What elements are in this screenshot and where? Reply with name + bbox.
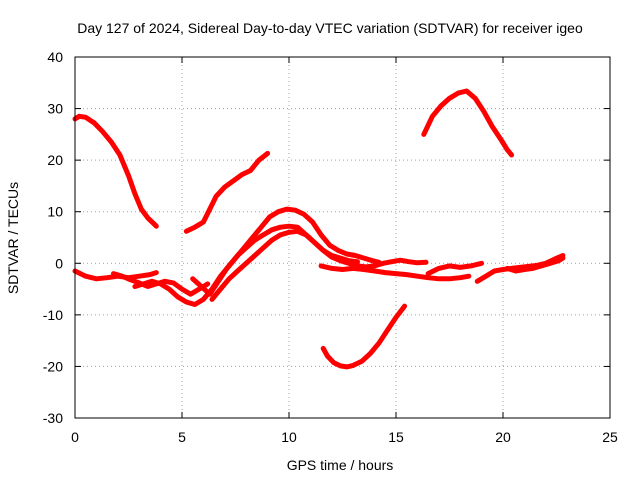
y-tick-label: 20 bbox=[47, 152, 63, 168]
x-axis-label: GPS time / hours bbox=[287, 457, 394, 473]
y-tick-label: 10 bbox=[47, 204, 63, 220]
x-tick-label: 20 bbox=[495, 429, 511, 445]
series-group bbox=[72, 88, 566, 370]
y-tick-label: -20 bbox=[43, 358, 63, 374]
y-tick-labels: -30 -20 -10 0 10 20 30 40 bbox=[43, 49, 63, 426]
series-arc-9 bbox=[209, 228, 429, 302]
y-tick-label: 40 bbox=[47, 49, 63, 65]
series-arc-8 bbox=[190, 206, 382, 297]
y-tick-label: -10 bbox=[43, 307, 63, 323]
x-tick-label: 25 bbox=[602, 429, 618, 445]
x-tick-labels: 0 5 10 15 20 25 bbox=[71, 429, 618, 445]
x-tick-label: 15 bbox=[388, 429, 404, 445]
plot-frame bbox=[74, 56, 611, 419]
y-axis-label: SDTVAR / TECUs bbox=[5, 182, 21, 294]
x-tick-label: 0 bbox=[71, 429, 79, 445]
y-tick-label: 0 bbox=[55, 255, 63, 271]
series-arc-2 bbox=[183, 150, 271, 234]
series-arc-4 bbox=[320, 303, 408, 370]
chart-title: Day 127 of 2024, Sidereal Day-to-day VTE… bbox=[77, 20, 583, 36]
series-arc-11 bbox=[425, 260, 485, 277]
series-arc-1 bbox=[72, 113, 159, 229]
x-tick-label: 5 bbox=[178, 429, 186, 445]
y-tick-label: -30 bbox=[43, 410, 63, 426]
x-tick-label: 10 bbox=[281, 429, 297, 445]
y-tick-label: 30 bbox=[47, 101, 63, 117]
grid bbox=[75, 57, 610, 418]
series-arc-3 bbox=[421, 88, 515, 158]
ticks bbox=[74, 56, 611, 419]
series-arc-13 bbox=[504, 255, 566, 274]
series-arc-10 bbox=[318, 263, 472, 282]
